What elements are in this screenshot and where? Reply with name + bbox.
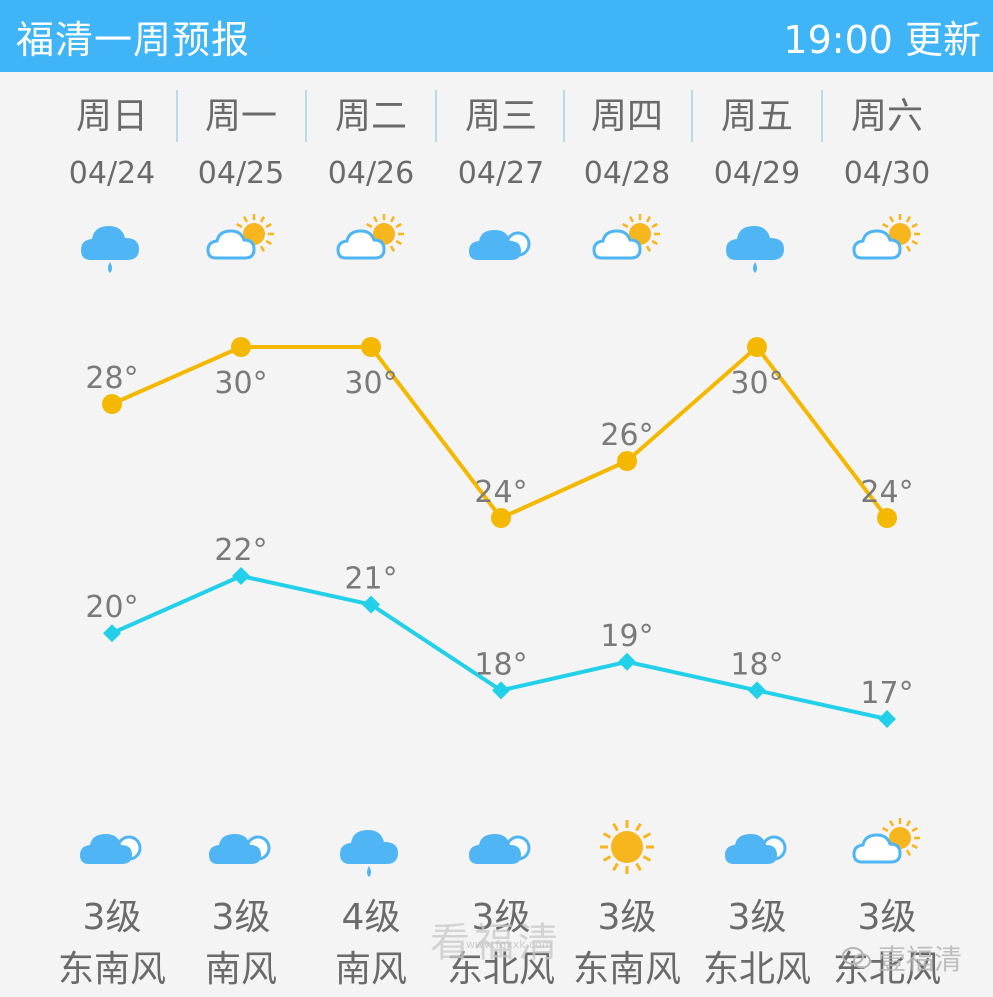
wind-direction: 东南风 xyxy=(57,949,166,990)
high-temp-label: 24° xyxy=(474,475,527,510)
partly-sunny-icon xyxy=(852,208,922,278)
date-label: 04/27 xyxy=(457,156,545,191)
column-separator xyxy=(175,90,178,142)
high-temp-label: 28° xyxy=(85,361,138,396)
low-temp-point xyxy=(618,652,636,671)
column-separator xyxy=(305,90,307,142)
low-temp-label: 19° xyxy=(600,619,653,654)
low-temp-label: 20° xyxy=(85,590,138,625)
low-temp-point xyxy=(232,567,250,585)
weekday-label: 周二 xyxy=(334,96,407,137)
weekday-label: 周六 xyxy=(850,96,923,137)
wind-level: 3级 xyxy=(727,897,787,938)
low-temp-point xyxy=(362,595,380,614)
watermark: 看福清 xyxy=(430,920,562,966)
cloudy-icon xyxy=(466,208,536,278)
high-temp-point xyxy=(747,337,767,357)
wind-direction: 南风 xyxy=(204,949,277,990)
high-temp-label: 24° xyxy=(860,475,913,510)
high-temp-point xyxy=(617,451,637,471)
low-temp-label: 17° xyxy=(860,676,913,711)
high-temp-point xyxy=(361,337,381,357)
wind-direction: 东北风 xyxy=(702,949,811,990)
high-temp-label: 30° xyxy=(730,366,783,401)
high-temp-label: 30° xyxy=(344,366,397,401)
wechat-icon xyxy=(842,947,871,969)
date-label: 04/30 xyxy=(843,156,931,191)
date-label: 04/28 xyxy=(583,156,671,191)
brand-text: 壹福清 xyxy=(878,943,963,976)
app-header: 福清一周预报 19:00 更新 xyxy=(0,0,993,72)
high-temp-point xyxy=(491,508,511,528)
weekday-label: 周三 xyxy=(464,96,537,137)
low-temp-label: 22° xyxy=(214,533,267,568)
low-temp-point xyxy=(492,681,510,700)
high-temp-label: 26° xyxy=(600,418,653,453)
column-separator xyxy=(563,90,565,142)
high-temp-point xyxy=(102,394,122,414)
cloudy-icon xyxy=(466,812,536,882)
high-temp-point xyxy=(231,337,251,357)
date-label: 04/26 xyxy=(327,156,415,191)
rain-cloud-icon xyxy=(336,812,406,882)
weekday-label: 周四 xyxy=(590,96,663,137)
wind-level: 3级 xyxy=(857,897,917,938)
partly-sunny-icon xyxy=(592,208,662,278)
high-temp-label: 30° xyxy=(214,366,267,401)
low-temp-label: 18° xyxy=(474,647,527,682)
low-temp-point xyxy=(748,681,766,700)
day-column-0: 周日 04/24 xyxy=(44,92,181,192)
cloudy-icon xyxy=(77,812,147,882)
day-column-1: 周一 04/25 xyxy=(173,92,310,192)
wind-direction: 东北风 xyxy=(446,949,555,990)
low-temp-label: 18° xyxy=(730,647,783,682)
watermark-url: www.fqkxk.com xyxy=(466,938,553,951)
weekday-label: 周日 xyxy=(75,96,148,137)
low-temp-point xyxy=(103,624,121,643)
rain-cloud-icon xyxy=(77,208,147,278)
rain-cloud-icon xyxy=(722,208,792,278)
wind-direction: 东北风 xyxy=(832,949,941,990)
day-column-5: 周五 04/29 xyxy=(689,92,826,192)
cloudy-icon xyxy=(206,812,276,882)
partly-sunny-icon xyxy=(336,208,406,278)
weekday-label: 周五 xyxy=(720,96,793,137)
wind-level: 3级 xyxy=(82,897,142,938)
brand-mark: 壹福清 xyxy=(842,938,962,978)
wind-level: 4级 xyxy=(341,897,401,938)
wind-level: 3级 xyxy=(471,897,531,938)
wind-level: 3级 xyxy=(211,897,271,938)
wind-direction: 东南风 xyxy=(572,949,681,990)
date-label: 04/24 xyxy=(68,156,156,191)
low-temp-label: 21° xyxy=(344,562,397,597)
cloudy-icon xyxy=(722,812,792,882)
date-label: 04/29 xyxy=(713,156,801,191)
column-separator xyxy=(821,90,823,142)
page-title: 福清一周预报 xyxy=(16,17,251,62)
column-separator xyxy=(435,90,437,142)
column-separator xyxy=(691,90,693,142)
day-column-3: 周三 04/27 xyxy=(433,92,570,192)
day-column-4: 周四 04/28 xyxy=(559,92,696,192)
wind-level: 3级 xyxy=(597,897,657,938)
partly-sunny-icon xyxy=(206,208,276,278)
day-column-2: 周二 04/26 xyxy=(303,92,440,192)
sunny-icon xyxy=(592,812,662,882)
partly-sunny-icon xyxy=(852,812,922,882)
wind-direction: 南风 xyxy=(334,949,407,990)
day-column-6: 周六 04/30 xyxy=(819,92,956,192)
weekday-label: 周一 xyxy=(204,96,277,137)
high-temp-point xyxy=(877,508,897,528)
update-time: 19:00 更新 xyxy=(783,17,981,62)
low-temp-point xyxy=(878,710,896,728)
date-label: 04/25 xyxy=(197,156,285,191)
